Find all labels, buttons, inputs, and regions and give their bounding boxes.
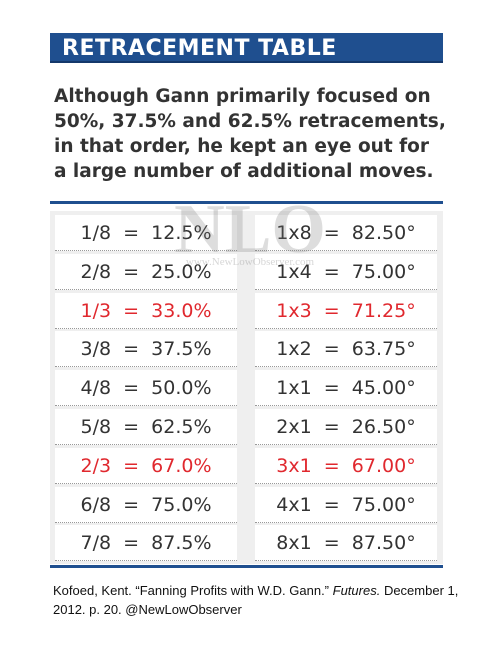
- table-cell: 2/3 = 67.0%: [55, 447, 237, 484]
- table-cell: 2x1 = 26.50°: [255, 409, 437, 445]
- watermark-site: www.NewLowObserver.com: [185, 256, 315, 268]
- table-cell: 1x2 = 63.75°: [255, 331, 437, 368]
- table-cell: 7/8 = 87.5%: [55, 525, 237, 562]
- table-cell: 2/8 = 25.0%: [55, 253, 237, 290]
- table-cell: 1/8 = 12.5%: [55, 215, 237, 251]
- citation-text: Kofoed, Kent. “Fanning Profits with W.D.…: [53, 583, 333, 598]
- intro-text: Although Gann primarily focused on 50%, …: [54, 86, 446, 182]
- bottom-rule: [50, 565, 443, 568]
- table-cell: 1x1 = 45.00°: [255, 370, 437, 407]
- retracement-table: 1/8 = 12.5% 1x8 = 82.50° 2/8 = 25.0% 1x4 = …: [50, 211, 443, 564]
- title-bar: RETRACEMENT TABLE: [50, 33, 443, 63]
- table-cell: 1x4 = 75.00°: [255, 253, 437, 290]
- citation: Kofoed, Kent. “Fanning Profits with W.D.…: [53, 581, 473, 619]
- citation-journal: Futures.: [332, 583, 381, 598]
- table-cell: 1/3 = 33.0%: [55, 292, 237, 329]
- watermark-logo: NLO: [174, 191, 326, 268]
- table-cell: 3x1 = 67.00°: [255, 447, 437, 484]
- table-cell: 4/8 = 50.0%: [55, 370, 237, 407]
- table-cell: 8x1 = 87.50°: [255, 525, 437, 562]
- citation-text: December 1, 2012. p. 20. @NewLowObserver: [53, 583, 459, 617]
- table-cell: 4x1 = 75.00°: [255, 486, 437, 523]
- table-cell: 3/8 = 37.5%: [55, 331, 237, 368]
- table-cell: 5/8 = 62.5%: [55, 409, 237, 445]
- table-cell: 6/8 = 75.0%: [55, 486, 237, 523]
- table-cell: 1x8 = 82.50°: [255, 215, 437, 251]
- top-rule: [50, 201, 443, 204]
- table-cell: 1x3 = 71.25°: [255, 292, 437, 329]
